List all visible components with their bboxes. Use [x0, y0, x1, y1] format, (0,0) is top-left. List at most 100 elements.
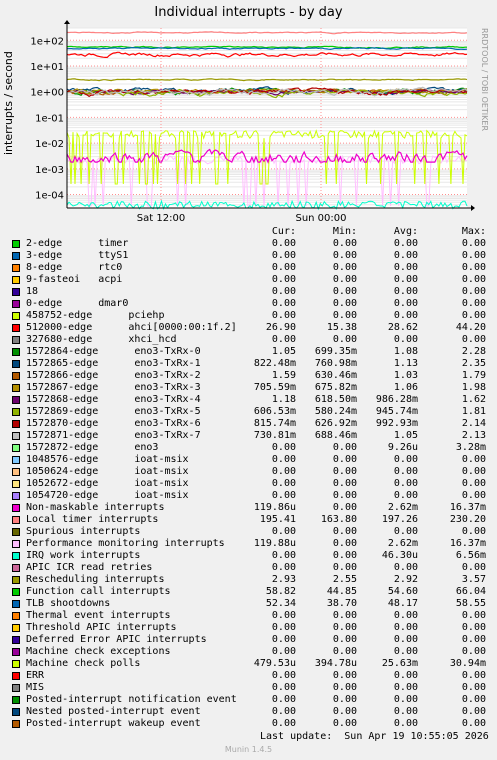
y-tick-label: 1e+01 [30, 62, 64, 73]
legend-min-value: 0.00 [332, 526, 357, 537]
legend-max-value: 0.00 [461, 706, 486, 717]
legend-row: Function call interrupts 58.82 44.85 54.60 6… [0, 586, 497, 598]
chart-title: Individual interrupts - by day [154, 5, 343, 20]
legend-min-value: 44.85 [326, 586, 357, 597]
series-line [66, 31, 468, 35]
legend-min-value: 0.00 [332, 622, 357, 633]
legend-row: Performance monitoring interrupts 119.88u… [0, 538, 497, 550]
legend-row: 327680-edge xhci_hcd 0.00 0.00 0.00 0.00 [0, 334, 497, 346]
legend-label: 9-fasteoi acpi [26, 274, 123, 285]
legend-max-value: 0.00 [461, 250, 486, 261]
legend-cur-value: 0.00 [271, 610, 296, 621]
legend-avg-value: 0.00 [393, 526, 418, 537]
legend-swatch [12, 516, 20, 524]
legend-label: Thermal event interrupts [26, 610, 171, 621]
legend-swatch [12, 312, 20, 320]
legend-avg-value: 0.00 [393, 670, 418, 681]
legend-row: Local timer interrupts 195.41 163.80 197.26… [0, 514, 497, 526]
legend-avg-value: 0.00 [393, 682, 418, 693]
legend-swatch [12, 612, 20, 620]
legend-label: 1572872-edge eno3 [26, 442, 159, 453]
legend-swatch [12, 300, 20, 308]
legend-swatch [12, 552, 20, 560]
legend-avg-value: 0.00 [393, 634, 418, 645]
legend-max-value: 0.00 [461, 334, 486, 345]
legend-max-value: 0.00 [461, 238, 486, 249]
legend-min-value: 0.00 [332, 718, 357, 729]
legend-cur-value: 1.59 [271, 370, 296, 381]
legend-swatch [12, 588, 20, 596]
legend-row: 1572871-edge eno3-TxRx-7 730.81m 688.46m 1.… [0, 430, 497, 442]
legend-avg-value: 0.00 [393, 622, 418, 633]
legend-min-value: 2.55 [332, 574, 357, 585]
series-line [66, 199, 468, 211]
legend-swatch [12, 636, 20, 644]
legend-swatch [12, 720, 20, 728]
legend-avg-value: 1.06 [393, 382, 418, 393]
legend-avg-value: 197.26 [381, 514, 418, 525]
legend-min-value: 0.00 [332, 274, 357, 285]
legend-avg-value: 0.00 [393, 610, 418, 621]
legend-avg-value: 0.00 [393, 274, 418, 285]
legend-max-value: 0.00 [461, 286, 486, 297]
legend-swatch [12, 528, 20, 536]
legend-label: MIS [26, 682, 45, 693]
legend-cur-value: 0.00 [271, 646, 296, 657]
legend-row: 458752-edge pciehp 0.00 0.00 0.00 0.00 [0, 310, 497, 322]
legend-row: 1048576-edge ioat-msix 0.00 0.00 0.00 0.00 [0, 454, 497, 466]
legend-cur-value: 2.93 [271, 574, 296, 585]
legend-max-value: 2.13 [461, 430, 486, 441]
legend-avg-value: 0.00 [393, 250, 418, 261]
legend-label: Performance monitoring interrupts [26, 538, 225, 549]
series-line [66, 129, 468, 185]
legend-max-value: 0.00 [461, 490, 486, 501]
legend-swatch [12, 480, 20, 488]
legend-avg-value: 0.00 [393, 490, 418, 501]
legend-cur-value: 0.00 [271, 238, 296, 249]
legend-cur-value: 0.00 [271, 454, 296, 465]
legend-row: Machine check exceptions 0.00 0.00 0.00 0.00 [0, 646, 497, 658]
legend-avg-value: 945.74m [375, 406, 418, 417]
legend-max-value: 30.94m [449, 658, 486, 669]
series-line [67, 46, 468, 51]
legend-cur-value: 0.00 [271, 682, 296, 693]
legend-label: 1052672-edge ioat-msix [26, 478, 189, 489]
legend-max-value: 0.00 [461, 526, 486, 537]
legend-row: Nested posted-interrupt event 0.00 0.00 0.0… [0, 706, 497, 718]
legend-swatch [12, 684, 20, 692]
legend-row: 0-edge dmar0 0.00 0.00 0.00 0.00 [0, 298, 497, 310]
legend-cur-value: 0.00 [271, 286, 296, 297]
legend-row: 512000-edge ahci[0000:00:1f.2] 26.90 15.38… [0, 322, 497, 334]
series-line [66, 51, 468, 58]
legend-min-value: 0.00 [332, 478, 357, 489]
legend-avg-value: 0.00 [393, 334, 418, 345]
x-tick-label: Sun 00:00 [295, 213, 346, 224]
legend-swatch [12, 348, 20, 356]
legend-swatch [12, 696, 20, 704]
legend-max-value: 0.00 [461, 646, 486, 657]
legend-cur-value: 1.18 [271, 394, 296, 405]
legend-min-value: 760.98m [314, 358, 357, 369]
header-min: Min: [332, 226, 357, 237]
legend-cur-value: 195.41 [259, 514, 296, 525]
legend-min-value: 0.00 [332, 298, 357, 309]
legend-label: 1572871-edge eno3-TxRx-7 [26, 430, 201, 441]
legend-row: Posted-interrupt notification event 0.00 0… [0, 694, 497, 706]
legend-max-value: 1.79 [461, 370, 486, 381]
legend-max-value: 0.00 [461, 562, 486, 573]
legend-row: 1572864-edge eno3-TxRx-0 1.05 699.35m 1.08 2… [0, 346, 497, 358]
legend-swatch [12, 420, 20, 428]
legend-cur-value: 0.00 [271, 262, 296, 273]
legend-min-value: 15.38 [326, 322, 357, 333]
legend-row: Posted-interrupt wakeup event 0.00 0.00 0.0… [0, 718, 497, 730]
legend-min-value: 0.00 [332, 550, 357, 561]
legend-min-value: 580.24m [314, 406, 357, 417]
legend-cur-value: 119.86u [253, 502, 296, 513]
legend-max-value: 0.00 [461, 670, 486, 681]
legend-label: Machine check exceptions [26, 646, 171, 657]
legend-cur-value: 26.90 [265, 322, 296, 333]
legend-cur-value: 0.00 [271, 250, 296, 261]
legend-min-value: 0.00 [332, 490, 357, 501]
legend-row: 1572870-edge eno3-TxRx-6 815.74m 626.92m 99… [0, 418, 497, 430]
